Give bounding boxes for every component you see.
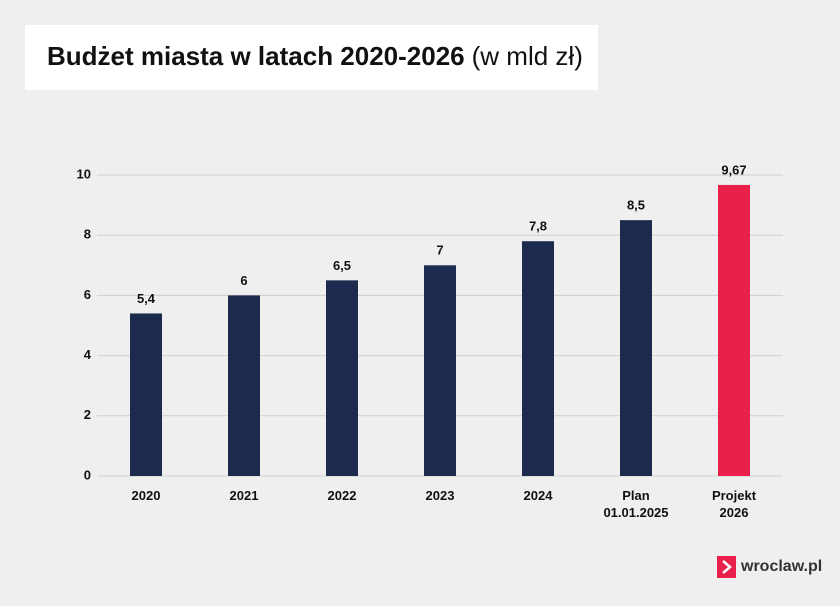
x-tick-label-line: Projekt (712, 488, 757, 503)
y-tick-label: 2 (84, 407, 91, 422)
x-tick-label-line: 2022 (328, 488, 357, 503)
x-tick-label-line: 01.01.2025 (603, 505, 668, 520)
chart-title: Budżet miasta w latach 2020-2026 (47, 41, 465, 71)
x-tick-label: 2024 (524, 488, 554, 503)
chart-title-line: Budżet miasta w latach 2020-2026 (w mld z… (47, 41, 583, 71)
bar (522, 241, 554, 476)
title-box (25, 25, 598, 90)
x-tick-label-line: 2026 (720, 505, 749, 520)
x-tick-label: Projekt 2026 (712, 488, 757, 520)
chart-subtitle: (w mld zł) (472, 41, 583, 71)
y-tick-label: 4 (84, 347, 92, 362)
bar (130, 313, 162, 476)
bar (718, 184, 750, 477)
logo: wroclaw.pl (740, 558, 822, 575)
data-label: 6,5 (333, 258, 351, 273)
x-tick-label: 2022 (328, 488, 357, 503)
logo-icon (717, 556, 736, 578)
x-tick-label-line: 2024 (524, 488, 554, 503)
bar (424, 265, 456, 476)
y-tick-label: 8 (84, 227, 91, 242)
bar (326, 280, 358, 476)
data-label: 9,67 (721, 162, 746, 177)
x-tick-label: 2021 (230, 488, 259, 503)
x-tick-label: 2023 (426, 488, 455, 503)
bar (228, 295, 260, 476)
data-label: 6 (240, 273, 247, 288)
x-tick-label-line: 2021 (230, 488, 259, 503)
y-tick-label: 10 (77, 166, 91, 181)
x-tick-label-line: 2023 (426, 488, 455, 503)
y-tick-label: 0 (84, 467, 91, 482)
x-tick-label: Plan 01.01.2025 (603, 488, 668, 520)
data-label: 8,5 (627, 198, 645, 213)
y-tick-label: 6 (84, 287, 91, 302)
data-label: 5,4 (137, 291, 156, 306)
x-tick-label-line: 2020 (132, 488, 161, 503)
data-label: 7 (436, 243, 443, 258)
logo-chevron (722, 560, 732, 574)
x-tick-label: 2020 (132, 488, 161, 503)
data-label: 7,8 (529, 219, 547, 234)
bar (620, 220, 652, 476)
x-tick-label-line: Plan (622, 488, 650, 503)
